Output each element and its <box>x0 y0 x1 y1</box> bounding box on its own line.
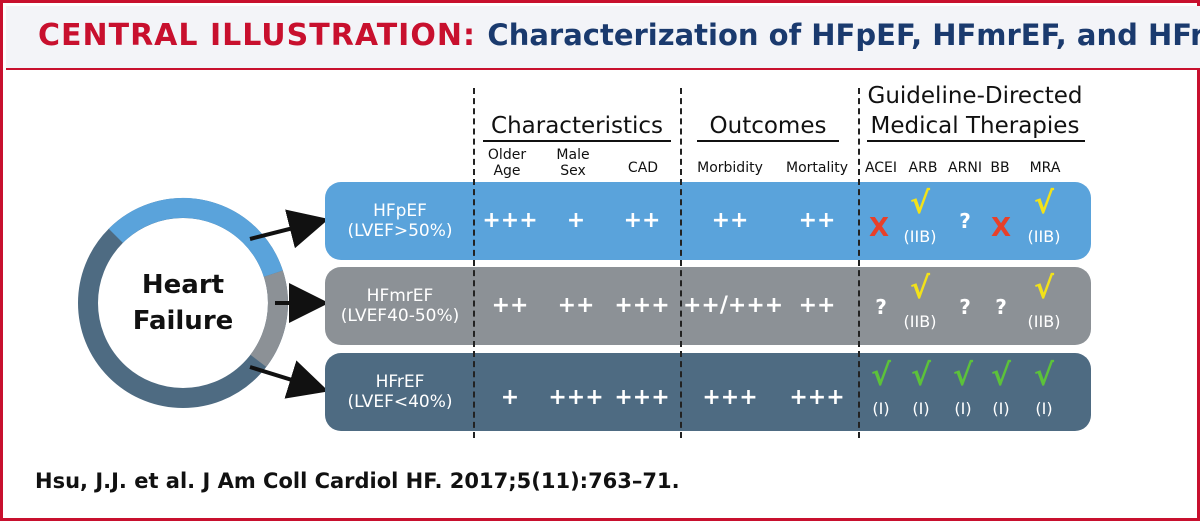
cell-hfref-male-sex: +++ <box>548 385 604 410</box>
heart-failure-label: Heart Failure <box>123 267 243 339</box>
row-label-hfref-lvef: (LVEF<40%) <box>347 392 453 412</box>
ring-segment-gray <box>250 270 288 367</box>
cell-hfref-mra-sub: (I) <box>1035 399 1053 418</box>
cell-hfref-mortality: +++ <box>789 385 845 410</box>
group-gdmt-line2: Medical Therapies <box>870 113 1080 139</box>
cell-hfpef-mra-sub: (IIB) <box>1027 227 1061 246</box>
subheader-older-age-2: Age <box>493 163 521 179</box>
citation: Hsu, J.J. et al. J Am Coll Cardiol HF. 2… <box>35 469 680 493</box>
cell-hfpef-bb-x: X <box>990 213 1012 243</box>
group-outcomes: Outcomes <box>709 113 827 139</box>
cell-hfmref-morbidity: ++/+++ <box>683 293 784 318</box>
row-label-hfpef: HFpEF (LVEF>50%) <box>325 182 475 260</box>
divider-gdmt <box>858 88 860 438</box>
cell-hfmref-older-age: ++ <box>491 293 529 318</box>
header-bar: CENTRAL ILLUSTRATION: Characterization o… <box>6 6 1200 70</box>
cell-hfmref-mra-check: √ <box>1033 271 1054 306</box>
subheader-morbidity: Morbidity <box>697 160 763 176</box>
heart-failure-label-line2: Failure <box>132 306 234 336</box>
title-lead: CENTRAL ILLUSTRATION: <box>38 18 476 53</box>
subheader-arni: ARNI <box>948 160 982 176</box>
row-label-hfmref: HFmrEF (LVEF40-50%) <box>325 267 475 345</box>
figure-title: CENTRAL ILLUSTRATION: Characterization o… <box>38 18 1200 53</box>
ring-segment-blue <box>108 198 283 277</box>
group-gdmt-line1: Guideline-Directed <box>867 83 1083 109</box>
cell-hfpef-cad: ++ <box>623 208 661 233</box>
subheader-acei: ACEI <box>864 160 898 176</box>
cell-hfpef-morbidity: ++ <box>711 208 749 233</box>
divider-characteristics <box>473 88 475 438</box>
row-label-hfmref-lvef: (LVEF40-50%) <box>340 306 460 326</box>
row-band-hfpef <box>325 182 1091 260</box>
heart-failure-label-line1: Heart <box>141 270 225 300</box>
cell-hfref-older-age: + <box>500 385 520 410</box>
cell-hfref-cad: +++ <box>614 385 670 410</box>
row-label-hfpef-lvef: (LVEF>50%) <box>347 221 453 241</box>
cell-hfref-acei-check: √ <box>870 358 891 393</box>
cell-hfmref-mra-sub: (IIB) <box>1027 312 1061 331</box>
cell-hfref-arb-sub: (I) <box>912 399 930 418</box>
subheader-bb: BB <box>990 160 1010 176</box>
row-band-hfref <box>325 353 1091 431</box>
cell-hfmref-male-sex: ++ <box>557 293 595 318</box>
arrow-to-hfref <box>249 360 329 399</box>
underline-outcomes <box>697 140 839 142</box>
cell-hfpef-male-sex: + <box>566 208 586 233</box>
underline-gdmt <box>867 140 1085 142</box>
row-band-hfmref <box>325 267 1091 345</box>
subheader-male-sex: Male Sex <box>543 147 603 179</box>
subheader-male-sex-1: Male <box>556 147 590 163</box>
cell-hfpef-arb-sub: (IIB) <box>903 227 937 246</box>
cell-hfpef-mra-check: √ <box>1033 186 1054 221</box>
group-characteristics: Characteristics <box>491 113 663 139</box>
cell-hfmref-arb-check: √ <box>909 271 930 306</box>
subheader-mortality: Mortality <box>785 160 849 176</box>
cell-hfmref-cad: +++ <box>614 293 670 318</box>
row-label-hfmref-name: HFmrEF <box>366 286 434 306</box>
row-label-hfref-name: HFrEF <box>375 372 425 392</box>
row-label-hfref: HFrEF (LVEF<40%) <box>325 353 475 431</box>
cell-hfref-arni-sub: (I) <box>954 399 972 418</box>
cell-hfpef-acei-x: X <box>868 213 890 243</box>
cell-hfref-arni-check: √ <box>952 358 973 393</box>
cell-hfref-morbidity: +++ <box>702 385 758 410</box>
title-text: Characterization of HFpEF, HFmrEF, and H… <box>487 18 1200 52</box>
arrow-to-hfpef <box>249 209 329 249</box>
cell-hfmref-mortality: ++ <box>798 293 836 318</box>
subheader-older-age: Older Age <box>477 147 537 179</box>
subheader-older-age-1: Older <box>487 147 527 163</box>
subheader-arb: ARB <box>908 160 938 176</box>
subheader-male-sex-2: Sex <box>560 163 586 179</box>
cell-hfref-mra-check: √ <box>1033 358 1054 393</box>
cell-hfref-acei-sub: (I) <box>872 399 890 418</box>
heart-failure-ring <box>78 198 329 408</box>
cell-hfref-bb-check: √ <box>990 358 1011 393</box>
underline-characteristics <box>483 140 671 142</box>
cell-hfpef-arb-check: √ <box>909 186 930 221</box>
cell-hfpef-arni-q: ? <box>959 209 971 233</box>
cell-hfref-arb-check: √ <box>910 358 931 393</box>
cell-hfpef-older-age: +++ <box>482 208 538 233</box>
cell-hfmref-arni-q: ? <box>959 295 971 319</box>
cell-hfmref-acei-q: ? <box>875 295 887 319</box>
cell-hfmref-arb-sub: (IIB) <box>903 312 937 331</box>
subheader-mra: MRA <box>1029 160 1061 176</box>
cell-hfref-bb-sub: (I) <box>992 399 1010 418</box>
divider-outcomes <box>680 88 682 438</box>
subheader-cad: CAD <box>627 160 659 176</box>
row-label-hfpef-name: HFpEF <box>373 201 427 221</box>
cell-hfpef-mortality: ++ <box>798 208 836 233</box>
cell-hfmref-bb-q: ? <box>995 295 1007 319</box>
